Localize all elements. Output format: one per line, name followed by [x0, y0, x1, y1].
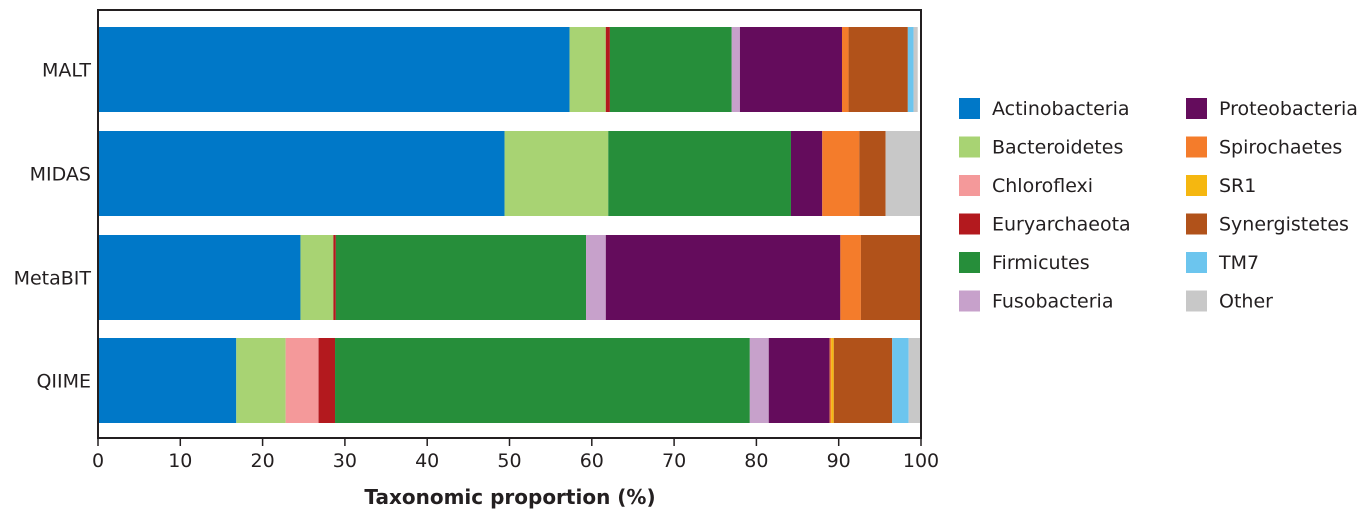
- category-label-midas: MIDAS: [30, 164, 91, 186]
- legend-label-chloroflexi: Chloroflexi: [992, 175, 1093, 197]
- x-tick-label-50: 50: [497, 450, 521, 472]
- x-axis-ticks: 0 10 20 30 40 50 60 70 80 90 100: [92, 438, 939, 472]
- category-labels: MALT MIDAS MetaBIT QIIME: [14, 60, 92, 393]
- legend-swatch-chloroflexi: [959, 175, 980, 196]
- legend-label-firmicutes: Firmicutes: [992, 252, 1090, 274]
- bar-metabit-firmicutes: [335, 235, 587, 320]
- bar-malt-fusobacteria: [731, 27, 740, 112]
- x-tick-label-20: 20: [251, 450, 275, 472]
- bar-qiime-actinobacteria: [98, 338, 237, 423]
- bar-metabit-spirochaetes: [840, 235, 861, 320]
- bar-qiime-fusobacteria: [749, 338, 769, 423]
- legend-swatch-proteobacteria: [1186, 98, 1207, 119]
- legend-swatch-firmicutes: [959, 252, 980, 273]
- legend-swatch-euryarchaeota: [959, 213, 980, 235]
- bar-midas-bacteroidetes: [504, 131, 609, 216]
- bar-malt-tm7: [907, 27, 914, 112]
- bar-qiime-euryarchaeota: [318, 338, 336, 423]
- legend-swatch-other: [1186, 290, 1207, 312]
- legend-swatch-tm7: [1186, 252, 1207, 273]
- x-tick-label-30: 30: [333, 450, 357, 472]
- bar-metabit-actinobacteria: [98, 235, 301, 320]
- bar-metabit-fusobacteria: [586, 235, 606, 320]
- bar-malt-firmicutes: [609, 27, 732, 112]
- bar-qiime-synergistetes: [833, 338, 893, 423]
- bar-qiime-proteobacteria: [768, 338, 830, 423]
- bar-malt-bacteroidetes: [569, 27, 606, 112]
- legend-label-synergistetes: Synergistetes: [1219, 214, 1349, 236]
- bar-midas-firmicutes: [608, 131, 791, 216]
- bar-midas-synergistetes: [859, 131, 886, 216]
- bar-qiime-chloroflexi: [285, 338, 319, 423]
- legend-swatch-bacteroidetes: [959, 136, 980, 158]
- legend-label-actinobacteria: Actinobacteria: [992, 98, 1130, 120]
- bar-qiime-bacteroidetes: [236, 338, 286, 423]
- bar-malt-actinobacteria: [98, 27, 570, 112]
- bar-midas-spirochaetes: [822, 131, 860, 216]
- bar-malt-proteobacteria: [739, 27, 842, 112]
- x-axis-title: Taxonomic proportion (%): [364, 485, 655, 509]
- bar-malt-euryarchaeota: [605, 27, 610, 112]
- legend-swatch-sr1: [1186, 175, 1207, 196]
- bar-qiime-spirochaetes: [829, 338, 832, 423]
- bar-metabit-euryarchaeota: [333, 235, 336, 320]
- x-tick-label-70: 70: [662, 450, 686, 472]
- legend-label-sr1: SR1: [1219, 175, 1256, 197]
- x-tick-label-10: 10: [168, 450, 192, 472]
- bars-layer: [98, 27, 921, 423]
- legend-swatch-spirochaetes: [1186, 136, 1207, 158]
- legend-label-other: Other: [1219, 291, 1273, 313]
- legend-label-euryarchaeota: Euryarchaeota: [992, 214, 1131, 236]
- legend-label-tm7: TM7: [1218, 252, 1259, 274]
- legend: Actinobacteria Bacteroidetes Chloroflexi Eu…: [959, 98, 1358, 313]
- bar-qiime-firmicutes: [335, 338, 750, 423]
- bar-malt-synergistetes: [848, 27, 908, 112]
- bar-qiime-sr1: [831, 338, 834, 423]
- x-tick-label-90: 90: [827, 450, 851, 472]
- bar-midas-actinobacteria: [98, 131, 505, 216]
- legend-swatch-synergistetes: [1186, 213, 1207, 235]
- x-tick-label-100: 100: [903, 450, 939, 472]
- legend-label-spirochaetes: Spirochaetes: [1219, 137, 1342, 159]
- bar-midas-proteobacteria: [790, 131, 823, 216]
- legend-swatch-fusobacteria: [959, 290, 980, 312]
- category-label-malt: MALT: [42, 60, 91, 82]
- bar-metabit-proteobacteria: [605, 235, 841, 320]
- legend-label-fusobacteria: Fusobacteria: [992, 291, 1113, 313]
- legend-label-proteobacteria: Proteobacteria: [1219, 98, 1358, 120]
- category-label-metabit: MetaBIT: [14, 268, 92, 290]
- x-tick-label-60: 60: [580, 450, 604, 472]
- bar-metabit-bacteroidetes: [300, 235, 334, 320]
- x-tick-label-40: 40: [415, 450, 439, 472]
- bar-malt-other: [913, 27, 918, 112]
- category-label-qiime: QIIME: [36, 371, 91, 393]
- x-tick-label-80: 80: [744, 450, 768, 472]
- bar-malt-spirochaetes: [841, 27, 849, 112]
- bar-metabit-synergistetes: [860, 235, 921, 320]
- legend-label-bacteroidetes: Bacteroidetes: [992, 137, 1123, 159]
- bar-qiime-tm7: [892, 338, 909, 423]
- bar-qiime-other: [908, 338, 921, 423]
- legend-swatch-actinobacteria: [959, 98, 980, 119]
- x-tick-label-0: 0: [92, 450, 104, 472]
- bar-midas-other: [885, 131, 921, 216]
